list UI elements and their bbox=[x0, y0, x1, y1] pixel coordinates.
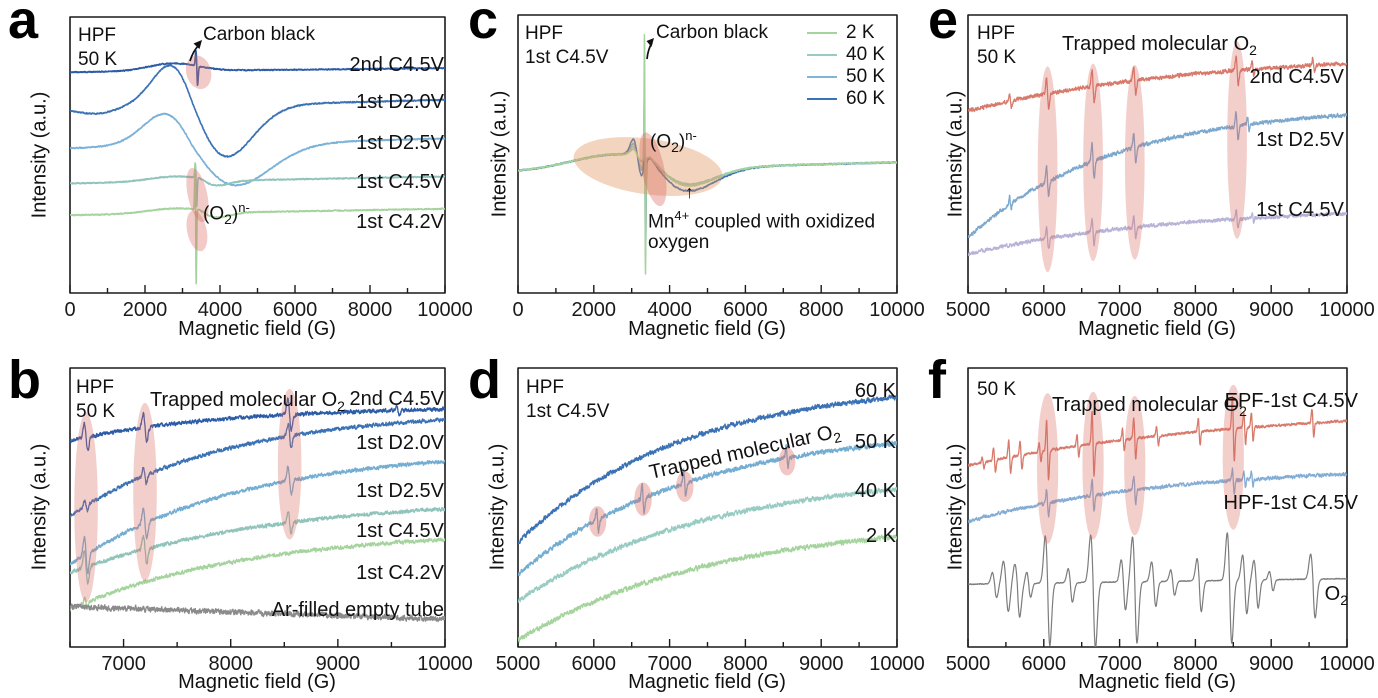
curve-label: 2 K bbox=[865, 525, 896, 547]
panel-e: e HPF 50 K Intensity (a.u.) Magnetic fie… bbox=[920, 0, 1378, 350]
panel-letter: b bbox=[8, 350, 41, 410]
curve-label: 1st D2.5V bbox=[356, 132, 444, 154]
legend-label: 50 K bbox=[846, 66, 886, 87]
corner-label: HPF 1st C4.5V bbox=[525, 23, 609, 68]
panel-letter: f bbox=[928, 350, 946, 410]
curve-label: 1st D2.0V bbox=[356, 91, 444, 113]
panel-letter: d bbox=[468, 350, 501, 410]
legend-item: 2 K bbox=[807, 22, 885, 44]
panel-f: f 50 K Intensity (a.u.) Magnetic field (… bbox=[920, 350, 1378, 698]
curve-label: EPF-1st C4.5V bbox=[1224, 390, 1358, 412]
plot-canvas-e bbox=[920, 0, 1378, 350]
plot-canvas-c bbox=[460, 0, 940, 350]
curve-label: 1st C4.5V bbox=[356, 171, 444, 193]
plot-canvas-d bbox=[460, 350, 940, 698]
legend-swatch bbox=[807, 31, 837, 35]
y-axis-label: Intensity (a.u.) bbox=[488, 90, 511, 218]
y-axis-label: Intensity (a.u.) bbox=[944, 90, 967, 218]
curve-label: 2nd C4.5V bbox=[349, 388, 444, 410]
annotation-trapped-o2: Trapped molecular O2 bbox=[150, 389, 345, 414]
panel-c: c HPF 1st C4.5V Intensity (a.u.) Magneti… bbox=[460, 0, 940, 350]
panel-d: d HPF 1st C4.5V Intensity (a.u.) Magneti… bbox=[460, 350, 940, 698]
panel-letter: a bbox=[8, 0, 39, 50]
curve-label: 60 K bbox=[854, 380, 896, 402]
corner-label: HPF 1st C4.5V bbox=[526, 377, 610, 422]
legend-label: 2 K bbox=[846, 22, 875, 43]
x-axis-label: Magnetic field (G) bbox=[1078, 318, 1236, 340]
curve-label: 40 K bbox=[854, 480, 896, 502]
annotation-mn4-line2: oxygen bbox=[648, 232, 710, 253]
panel-b: b HPF 50 K Intensity (a.u.) Magnetic fie… bbox=[0, 350, 480, 698]
curve-label: 1st D2.0V bbox=[356, 432, 444, 454]
panel-letter: c bbox=[468, 0, 499, 50]
curve-label: 1st C4.2V bbox=[356, 211, 444, 233]
legend-label: 40 K bbox=[846, 44, 886, 65]
plot-canvas-a bbox=[0, 0, 480, 350]
legend-swatch bbox=[807, 75, 837, 79]
carbon-black-arrow-icon bbox=[189, 40, 202, 62]
carbon-black-arrow-icon bbox=[646, 38, 654, 60]
plot-canvas-b bbox=[0, 350, 480, 698]
annotation-o2n: (O2)n- bbox=[650, 128, 697, 156]
legend-swatch bbox=[807, 53, 837, 57]
x-axis-label: Magnetic field (G) bbox=[628, 318, 786, 340]
y-axis-label: Intensity (a.u.) bbox=[28, 91, 51, 219]
mn-arrow-icon: ↑ bbox=[685, 182, 694, 202]
y-axis-label: Intensity (a.u.) bbox=[944, 443, 967, 571]
legend-item: 50 K bbox=[807, 66, 885, 88]
curve-label: 1st C4.5V bbox=[356, 520, 444, 542]
legend-item: 60 K bbox=[807, 88, 885, 110]
x-axis-label: Magnetic field (G) bbox=[1078, 671, 1236, 693]
panel-letter: e bbox=[928, 0, 959, 50]
annotation-mn4: Mn4+ coupled with oxidized bbox=[648, 208, 876, 233]
curve-label: 1st C4.5V bbox=[1256, 199, 1344, 221]
curve-label: 1st C4.2V bbox=[356, 562, 444, 584]
annotation-carbon-black: Carbon black bbox=[656, 22, 768, 43]
curve-label: 2nd C4.5V bbox=[1249, 66, 1344, 88]
legend-item: 40 K bbox=[807, 44, 885, 66]
x-axis-label: Magnetic field (G) bbox=[628, 671, 786, 693]
legend: 2 K 40 K 50 K 60 K bbox=[807, 22, 885, 110]
curve-label: 2nd C4.5V bbox=[349, 54, 444, 76]
corner-label: HPF 50 K bbox=[78, 25, 118, 70]
y-axis-label: Intensity (a.u.) bbox=[28, 443, 51, 571]
legend-swatch bbox=[807, 97, 837, 101]
curve-label: 1st D2.5V bbox=[1256, 129, 1344, 151]
annotation-carbon-black: Carbon black bbox=[203, 24, 315, 45]
curve-label: Ar-filled empty tube bbox=[271, 599, 444, 621]
annotation-trapped-o2: Trapped molecular O2 bbox=[1052, 394, 1247, 419]
corner-label: HPF 50 K bbox=[977, 23, 1017, 68]
x-axis-label: Magnetic field (G) bbox=[178, 671, 336, 693]
x-axis-label: Magnetic field (G) bbox=[178, 318, 336, 340]
panel-a: a HPF 50 K Intensity (a.u.) Magnetic fie… bbox=[0, 0, 480, 350]
corner-label: 50 K bbox=[977, 379, 1017, 400]
corner-label: HPF 50 K bbox=[76, 377, 116, 422]
curve-label-o2: O2 bbox=[1324, 583, 1348, 608]
legend-label: 60 K bbox=[846, 88, 886, 109]
curve-label: 50 K bbox=[854, 431, 896, 453]
y-axis-label: Intensity (a.u.) bbox=[486, 443, 509, 571]
curve-label: HPF-1st C4.5V bbox=[1223, 492, 1358, 514]
annotation-trapped-o2: Trapped molecular O2 bbox=[1062, 33, 1257, 58]
annotation-o2n: (O2)n- bbox=[203, 200, 250, 228]
plot-canvas-f bbox=[920, 350, 1378, 698]
curve-label: 1st D2.5V bbox=[356, 480, 444, 502]
